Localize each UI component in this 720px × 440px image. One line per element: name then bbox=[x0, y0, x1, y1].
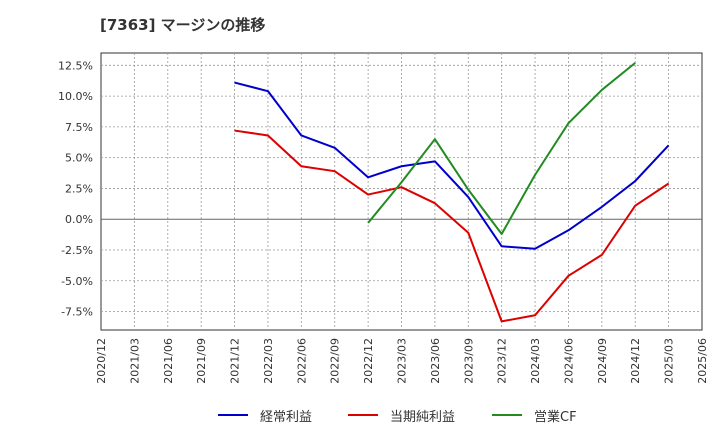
legend-label: 当期純利益 bbox=[390, 409, 456, 425]
legend-swatch bbox=[492, 414, 522, 416]
x-tick-label: 2023/12 bbox=[496, 338, 509, 384]
legend-swatch bbox=[218, 414, 248, 416]
x-tick-label: 2024/12 bbox=[629, 338, 642, 384]
legend-label: 営業CF bbox=[534, 409, 577, 425]
grid-layer bbox=[100, 52, 703, 331]
x-tick-label: 2022/03 bbox=[262, 338, 275, 384]
legend-swatch bbox=[348, 414, 378, 416]
x-tick-label: 2024/03 bbox=[529, 338, 542, 384]
legend-item: 当期純利益 bbox=[348, 404, 455, 426]
x-tick-label: 2023/09 bbox=[462, 338, 475, 384]
legend-label: 経常利益 bbox=[260, 409, 313, 425]
y-tick-label: -7.5% bbox=[61, 306, 93, 319]
x-tick-label: 2025/03 bbox=[663, 338, 676, 384]
x-tick-label: 2021/12 bbox=[229, 338, 242, 384]
series-line-3 bbox=[367, 62, 636, 235]
series-layer bbox=[234, 62, 670, 323]
axis-layer: 12.5% 10.0% 7.5% 5.0% 2.5% 0.0% -2.5% -5.0% -7.5… bbox=[58, 59, 709, 383]
x-tick-label: 2021/06 bbox=[162, 338, 175, 384]
legend-item: 経常利益 bbox=[218, 404, 312, 426]
y-tick-label: -2.5% bbox=[61, 244, 93, 257]
y-tick-label: 12.5% bbox=[58, 59, 93, 72]
x-tick-label: 2021/03 bbox=[128, 338, 141, 384]
x-tick-label: 2022/06 bbox=[295, 338, 308, 384]
x-tick-label: 2025/06 bbox=[696, 338, 709, 384]
y-tick-label: 10.0% bbox=[58, 90, 93, 103]
y-tick-label: 2.5% bbox=[65, 182, 93, 195]
chart-title: [7363] マージンの推移 bbox=[100, 16, 266, 34]
x-tick-label: 2023/06 bbox=[429, 338, 442, 384]
series-line-1 bbox=[234, 81, 670, 250]
x-tick-label: 2024/06 bbox=[562, 338, 575, 384]
legend-item: 営業CF bbox=[492, 404, 577, 426]
y-tick-label: 5.0% bbox=[65, 152, 93, 165]
x-tick-label: 2022/12 bbox=[362, 338, 375, 384]
series-line-2 bbox=[234, 129, 670, 323]
x-tick-label: 2024/09 bbox=[596, 338, 609, 384]
y-tick-label: 0.0% bbox=[65, 213, 93, 226]
x-tick-label: 2023/03 bbox=[396, 338, 409, 384]
x-tick-label: 2020/12 bbox=[95, 338, 108, 384]
x-tick-label: 2022/09 bbox=[329, 338, 342, 384]
legend: 経常利益 当期純利益 営業CF bbox=[0, 404, 720, 426]
plot-frame bbox=[100, 52, 703, 331]
y-tick-label: -5.0% bbox=[61, 275, 93, 288]
x-tick-label: 2021/09 bbox=[195, 338, 208, 384]
y-tick-label: 7.5% bbox=[65, 121, 93, 134]
